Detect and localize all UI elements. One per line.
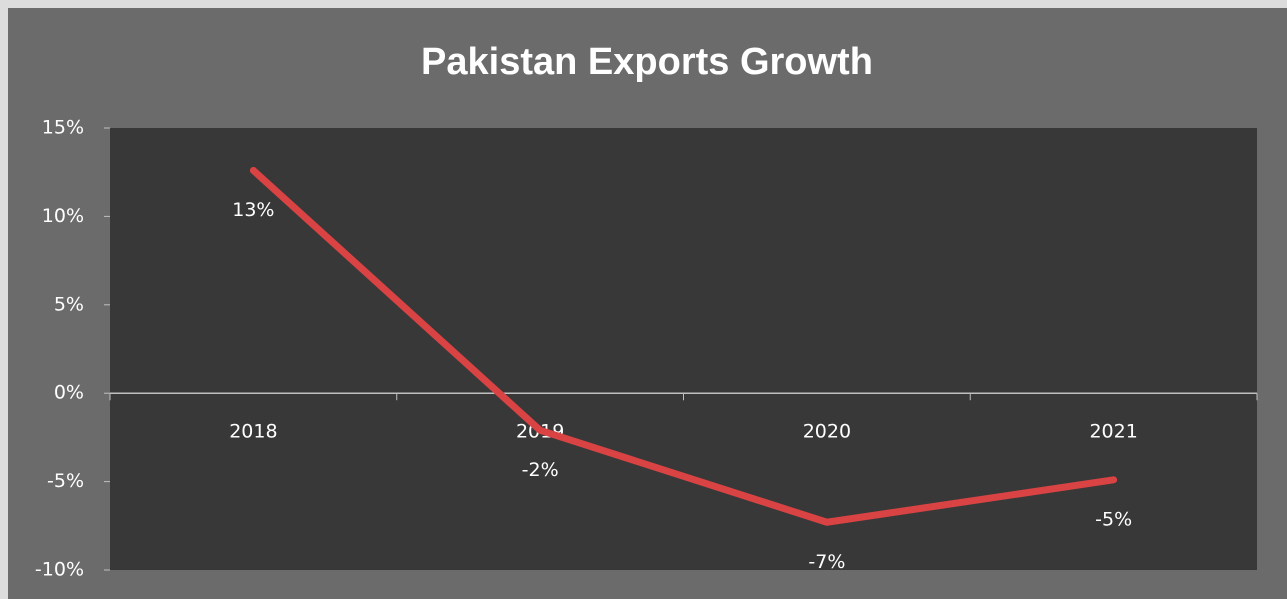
plot-area xyxy=(110,128,1257,570)
y-tick-label: -5% xyxy=(47,470,84,492)
data-label: -7% xyxy=(808,551,845,573)
y-tick-label: 10% xyxy=(42,205,84,227)
data-line xyxy=(249,166,1118,526)
data-label: -2% xyxy=(522,459,559,481)
y-tick-label: 5% xyxy=(54,293,84,315)
y-tick-label: -10% xyxy=(35,559,84,581)
x-tick-label: 2020 xyxy=(803,421,851,443)
y-tick-label: 0% xyxy=(54,382,84,404)
x-tick-label: 2021 xyxy=(1089,421,1137,443)
x-tick-label: 2018 xyxy=(229,421,277,443)
data-label: -5% xyxy=(1095,508,1132,530)
chart-title: Pakistan Exports Growth xyxy=(421,41,873,83)
y-tick-label: 15% xyxy=(42,117,84,139)
data-label: 13% xyxy=(232,199,274,221)
